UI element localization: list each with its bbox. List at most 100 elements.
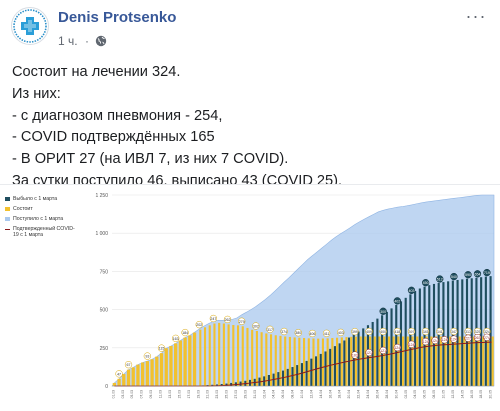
bar-discharged <box>433 284 435 386</box>
data-label: 184 <box>182 331 188 335</box>
bar-current <box>336 338 338 386</box>
bar-current <box>298 338 300 386</box>
x-tick-label: 20.04 <box>347 390 351 399</box>
bar-current <box>317 339 319 386</box>
bar-current <box>350 337 352 386</box>
data-label: 450 <box>423 281 429 285</box>
data-label: 418 <box>394 330 400 334</box>
bar-discharged <box>315 356 317 386</box>
x-tick-label: 15.03 <box>177 390 181 399</box>
bar-current <box>179 340 182 386</box>
bar-discharged <box>320 354 322 386</box>
bar-current <box>327 338 329 386</box>
chart-image[interactable]: Выбыло с 1 марта Состоит Поступило с 1 м… <box>0 184 500 411</box>
data-label: 302 <box>253 324 259 328</box>
bar-current <box>204 327 206 386</box>
data-label: 540 <box>451 275 457 279</box>
data-label: 93 <box>145 355 149 359</box>
bar-current <box>256 331 258 386</box>
bar-current <box>341 337 343 386</box>
post-timestamp[interactable]: 1 ч. <box>58 34 78 48</box>
bar-discharged <box>409 294 411 386</box>
bar-discharged <box>362 328 364 386</box>
more-options-button[interactable]: ··· <box>462 10 490 28</box>
data-label: 202 <box>196 323 202 327</box>
data-label: 719 <box>484 271 490 275</box>
x-tick-label: 10.04 <box>300 390 304 399</box>
bar-current <box>388 336 390 386</box>
bar-current <box>360 336 362 386</box>
bar-current <box>150 359 153 386</box>
x-tick-label: 23.03 <box>215 390 219 399</box>
bar-current <box>169 346 172 386</box>
data-label: 124 <box>394 346 400 350</box>
x-tick-label: 24.04 <box>366 390 370 399</box>
bar-current <box>122 374 125 386</box>
x-tick-label: 17.03 <box>187 390 191 399</box>
bar-discharged <box>419 289 421 386</box>
data-label: 300 <box>380 310 386 314</box>
bar-current <box>127 370 130 386</box>
author-name[interactable]: Denis Protsenko <box>58 9 176 26</box>
data-label: 124 <box>432 339 438 343</box>
data-label: 124 <box>441 338 447 342</box>
y-tick-label: 1 000 <box>95 231 108 237</box>
bar-current <box>289 337 291 386</box>
bar-discharged <box>390 308 392 386</box>
bar-current <box>468 336 470 386</box>
x-tick-label: 12.04 <box>309 390 313 399</box>
bar-current <box>364 336 366 386</box>
bar-current <box>477 336 479 386</box>
bar-discharged <box>343 340 345 386</box>
data-label: 124 <box>423 340 429 344</box>
bar-current <box>232 325 234 386</box>
globe-icon <box>95 35 107 47</box>
post-meta: 1 ч. · <box>58 33 107 48</box>
x-tick-label: 02.05 <box>404 390 408 399</box>
bar-discharged <box>291 367 293 386</box>
data-label: 121 <box>366 351 372 355</box>
x-tick-label: 25.03 <box>225 390 229 399</box>
x-tick-label: 14.04 <box>319 390 323 399</box>
data-label: 124 <box>451 338 457 342</box>
x-tick-label: 27.03 <box>234 390 238 399</box>
bar-current <box>223 324 225 387</box>
data-label: 263 <box>474 336 480 340</box>
x-tick-label: 06.05 <box>423 390 427 399</box>
x-tick-label: 20.05 <box>489 390 493 399</box>
bar-current <box>242 326 244 386</box>
data-label: 313 <box>465 330 471 334</box>
bar-discharged <box>405 298 407 386</box>
bar-discharged <box>428 285 430 386</box>
data-label: 67 <box>127 363 131 367</box>
bar-current <box>188 335 191 386</box>
data-label: 402 <box>394 299 400 303</box>
bar-discharged <box>424 287 426 386</box>
bar-discharged <box>400 301 402 386</box>
data-label: 406 <box>309 332 315 336</box>
x-tick-label: 29.03 <box>243 390 247 399</box>
bar-discharged <box>324 351 326 386</box>
bar-current <box>117 379 120 386</box>
avatar[interactable] <box>11 7 49 45</box>
y-tick-label: 750 <box>100 269 109 275</box>
meta-separator: · <box>85 34 89 48</box>
x-tick-label: 22.04 <box>357 390 361 399</box>
bar-current <box>209 325 211 386</box>
bar-current <box>165 348 168 386</box>
x-tick-label: 19.03 <box>196 390 200 399</box>
data-label: 590 <box>465 273 471 277</box>
x-tick-label: 18.04 <box>338 390 342 399</box>
bar-current <box>237 325 239 386</box>
bar-current <box>331 338 333 386</box>
data-label: 47 <box>117 372 121 376</box>
x-tick-label: 07.03 <box>140 390 144 399</box>
data-label: 374 <box>281 330 287 334</box>
data-label: 341 <box>437 330 443 334</box>
bar-current <box>378 336 380 386</box>
x-tick-label: 06.04 <box>281 390 285 399</box>
y-tick-label: 1 250 <box>95 193 108 199</box>
x-tick-label: 11.03 <box>159 390 163 398</box>
bar-current <box>322 338 324 386</box>
